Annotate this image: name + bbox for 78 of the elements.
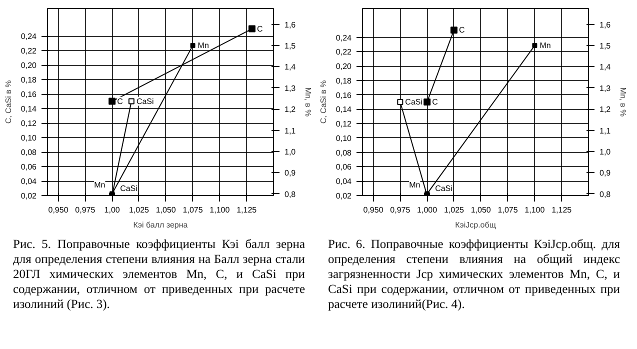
y2-tick-label: 1,3 <box>600 84 612 93</box>
y-tick-label: 0,10 <box>336 134 352 143</box>
y2-tick-label: 1,4 <box>284 62 296 72</box>
text: Mn <box>409 180 420 190</box>
y-tick-label: 0,02 <box>336 192 352 200</box>
y2-tick-label: 0,9 <box>284 168 296 178</box>
y-axis-title: C, CaSi в % <box>4 80 13 124</box>
y-tick-label: 0,22 <box>336 48 352 57</box>
series-label: CaSi <box>136 96 154 106</box>
x-tick-label: 1,00 <box>104 206 120 214</box>
y-tick-label: 0,08 <box>20 148 38 158</box>
x-tick-label: 1,075 <box>498 206 518 214</box>
x-tick-label: 0,975 <box>75 206 96 214</box>
series-label: CaSi <box>405 98 423 106</box>
y-tick-label: 0,18 <box>20 76 38 85</box>
y-tick-label: 0,04 <box>336 177 352 186</box>
y2-tick-label: 1,3 <box>284 84 296 93</box>
series-label: Mn <box>198 41 209 50</box>
x-tick-label: 1,100 <box>210 206 230 214</box>
y-tick-label: 0,14 <box>336 105 352 114</box>
y2-tick-label: 1,2 <box>600 105 612 114</box>
x-tick-label: 1,075 <box>182 206 204 214</box>
y2-tick-label: 1,1 <box>600 126 612 136</box>
x-tick-label: 1,100 <box>524 206 546 214</box>
x-tick-label: 1,050 <box>156 206 176 214</box>
y2-tick-label: 0,9 <box>600 168 612 178</box>
x-tick-label: 0,950 <box>363 206 384 214</box>
x-tick-label: 1,125 <box>552 206 572 214</box>
y-tick-label: 0,20 <box>20 61 38 70</box>
y2-tick-label: 1,5 <box>600 42 612 51</box>
y-tick-label: 0,24 <box>20 32 38 42</box>
y2-tick-label: 1,4 <box>600 62 612 72</box>
y-tick-label: 0,12 <box>336 120 352 129</box>
x-tick-label: 1,025 <box>444 206 465 214</box>
text: Mn <box>94 180 106 190</box>
y-tick-label: 0,18 <box>336 76 352 86</box>
text: CaSi <box>435 184 452 193</box>
x-tick-label: 1,025 <box>128 206 150 214</box>
text: Рис. 6. Поправочные коэффициенты КэіJcp.общ. для определения степени влияния на общий индекс загрязненности Jcp химических элементов Mn, C, и CaSi при содержании, отличном от приведенных при расчете изолиний(Рис. 4). <box>328 237 620 312</box>
x-tick-label: 1,050 <box>470 206 492 214</box>
y-tick-label: 0,06 <box>336 162 352 172</box>
x-tick-label: 0,975 <box>390 206 411 214</box>
series-label: C <box>432 98 438 106</box>
y2-axis-title: Mn, в % <box>304 87 313 117</box>
x-tick-label: 0,950 <box>48 206 69 214</box>
y2-tick-label: 1,0 <box>600 147 612 156</box>
y-tick-label: 0,02 <box>20 192 38 200</box>
y2-tick-label: 1,6 <box>600 20 612 30</box>
y-tick-label: 0,16 <box>336 90 352 100</box>
y-tick-label: 0,22 <box>20 46 38 56</box>
y-axis-title: C, CaSi в % <box>318 80 328 124</box>
y-tick-label: 0,06 <box>20 162 38 172</box>
text: CaSi <box>120 184 138 193</box>
x-axis-title: Кэі балл зерна <box>133 220 188 230</box>
y2-tick-label: 1,5 <box>284 42 296 51</box>
y-tick-label: 0,04 <box>20 177 38 186</box>
y-tick-label: 0,12 <box>20 119 38 128</box>
y-tick-label: 0,16 <box>20 90 38 100</box>
y-tick-label: 0,14 <box>20 104 38 114</box>
series-label: Mn <box>540 41 551 50</box>
series-label: C <box>117 96 124 106</box>
x-tick-label: 1,125 <box>236 206 258 214</box>
x-tick-label: 1,000 <box>417 206 438 214</box>
y2-tick-label: 0,8 <box>284 190 296 199</box>
text: C <box>458 26 465 35</box>
y2-axis-title: Mn, в % <box>618 87 628 117</box>
y2-tick-label: 1,1 <box>284 126 296 136</box>
y2-tick-label: 1,6 <box>284 20 296 30</box>
y-tick-label: 0,20 <box>336 62 352 72</box>
y2-tick-label: 0,8 <box>600 190 612 199</box>
y-tick-label: 0,08 <box>336 148 352 158</box>
y2-tick-label: 1,0 <box>284 147 296 156</box>
y-tick-label: 0,24 <box>336 33 352 42</box>
y2-tick-label: 1,2 <box>284 105 296 114</box>
x-axis-title: КэіJcp.общ <box>455 220 496 230</box>
text: Рис. 5. Поправочные коэффициенты Кэі балл зерна для определения степени влияния на Балл зерна стали 20ГЛ химических элементов Mn, C, и CaSi при содержании, отличном от приведенных при расчете изолиний (Рис. 3). <box>13 237 305 312</box>
text: C <box>256 24 263 34</box>
y-tick-label: 0,10 <box>20 134 38 143</box>
